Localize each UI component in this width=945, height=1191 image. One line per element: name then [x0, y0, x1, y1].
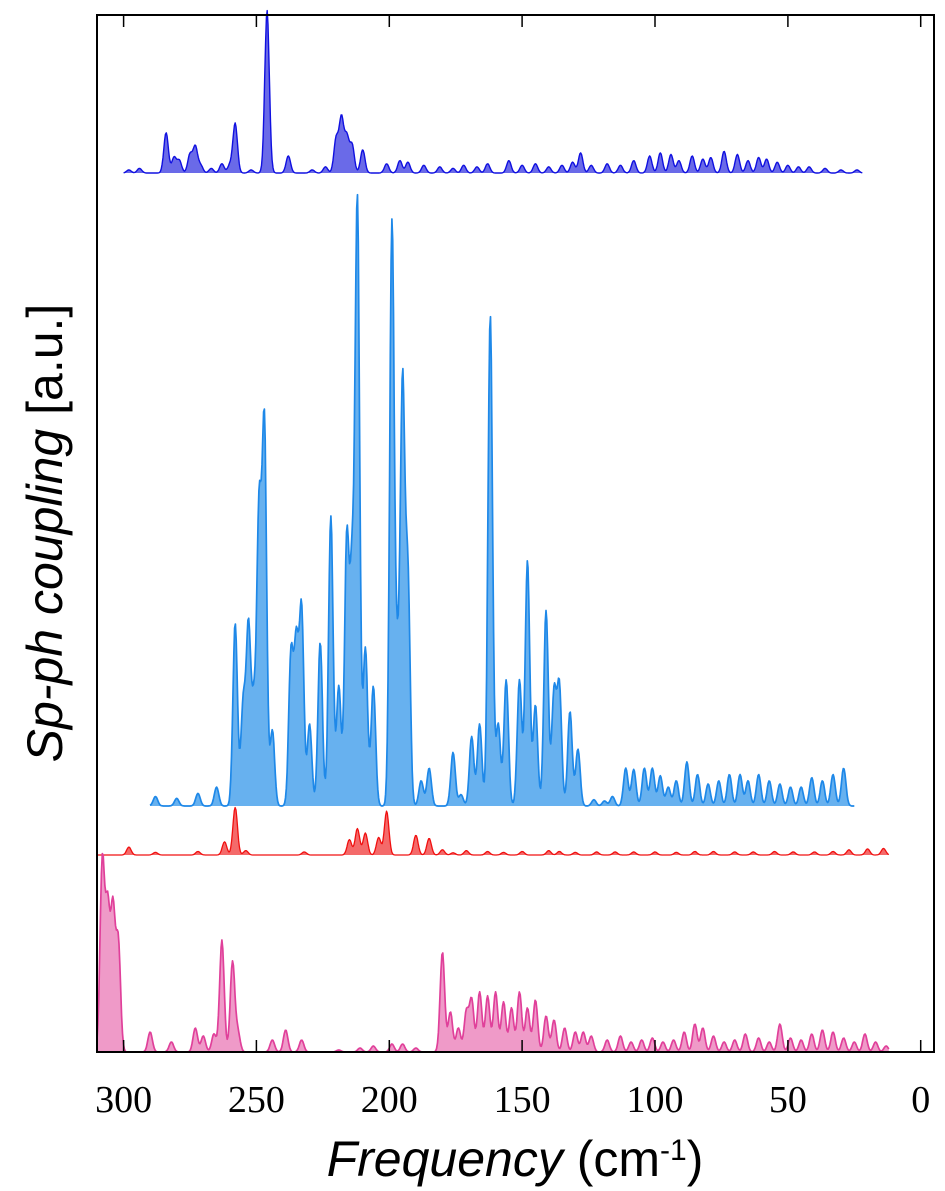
panel-red	[97, 806, 890, 856]
panel-red-line	[97, 806, 890, 856]
x-axis-label-unit-pre: (cm	[563, 1131, 660, 1187]
panel-bottom-pink-line	[96, 852, 890, 1053]
x-tick-label-250: 250	[228, 1079, 285, 1121]
x-axis-label-unit-exp: -1	[660, 1134, 687, 1167]
panel-top-blue-line	[123, 9, 863, 174]
x-tick-label-50: 50	[769, 1079, 807, 1121]
panel-top-blue	[123, 9, 863, 174]
plot-frame	[96, 14, 935, 1053]
x-tick-label-300: 300	[95, 1079, 152, 1121]
y-axis-label: Sp-ph coupling [a.u.]	[17, 304, 73, 763]
y-axis-label-main: Sp-ph coupling	[17, 429, 73, 763]
x-ticks: 300 250 200 150 100 50 0	[95, 15, 930, 1121]
y-axis-label-unit: [a.u.]	[17, 304, 73, 429]
x-tick-label-100: 100	[627, 1079, 684, 1121]
panel-main-lightblue	[149, 193, 855, 807]
x-axis-label: Frequency (cm-1)	[327, 1131, 704, 1187]
plot-background	[97, 15, 934, 1052]
x-axis-label-main: Frequency	[327, 1131, 566, 1187]
x-tick-label-150: 150	[494, 1079, 551, 1121]
x-tick-label-200: 200	[361, 1079, 418, 1121]
panel-main-lightblue-line	[149, 193, 855, 807]
x-axis-label-unit-post: )	[687, 1131, 704, 1187]
x-tick-label-0: 0	[911, 1079, 930, 1121]
